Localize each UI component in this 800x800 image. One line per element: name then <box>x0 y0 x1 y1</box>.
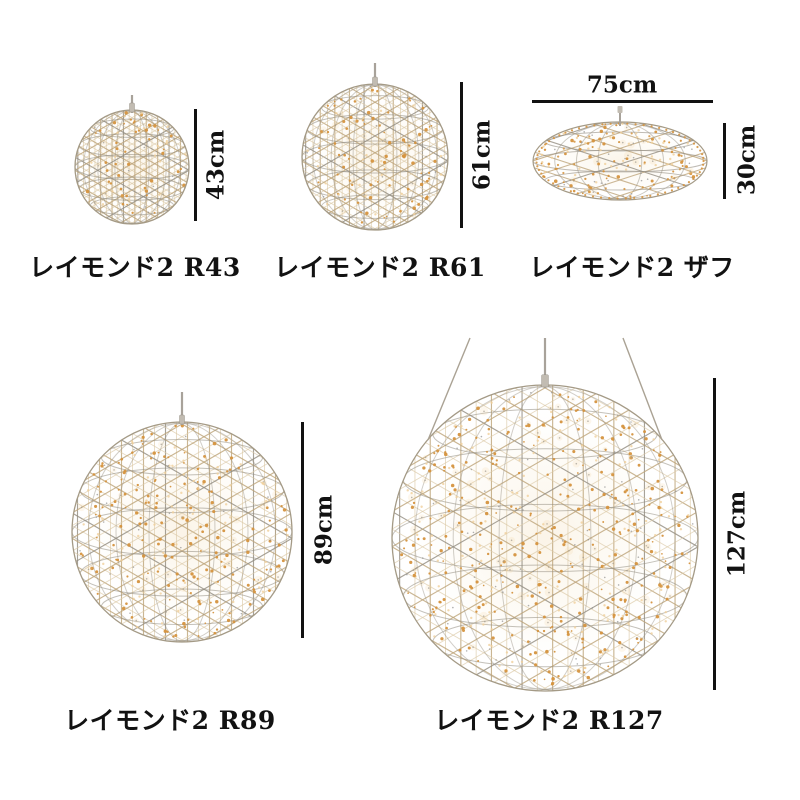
dimension-label-zafu-height: 30cm <box>733 124 761 196</box>
lamp-zafu-illustration <box>532 106 708 201</box>
dimension-line-zafu-width <box>532 100 713 103</box>
dimension-label-r127-height: 127cm <box>723 490 751 578</box>
lamp-zafu-caption: レイモンド2 ザフ <box>529 253 735 282</box>
lamp-r89-illustration <box>71 392 293 643</box>
lamp-r43-caption: レイモンド2 R43 <box>29 253 241 282</box>
dimension-line-r43-height <box>194 109 197 221</box>
dimension-label-r43-height: 43cm <box>202 129 230 201</box>
dimension-line-zafu-height <box>723 123 726 199</box>
dimension-line-r61-height <box>460 82 463 228</box>
lamp-r127-caption: レイモンド2 R127 <box>434 706 664 735</box>
dimension-line-r89-height <box>301 422 304 638</box>
lamp-r89-caption: レイモンド2 R89 <box>64 706 276 735</box>
dimension-label-r89-height: 89cm <box>310 494 338 566</box>
dimension-line-r127-height <box>713 378 716 690</box>
lamp-r61-caption: レイモンド2 R61 <box>274 253 486 282</box>
dimension-label-r61-height: 61cm <box>468 119 496 191</box>
dimension-label-zafu-width: 75cm <box>586 71 658 99</box>
